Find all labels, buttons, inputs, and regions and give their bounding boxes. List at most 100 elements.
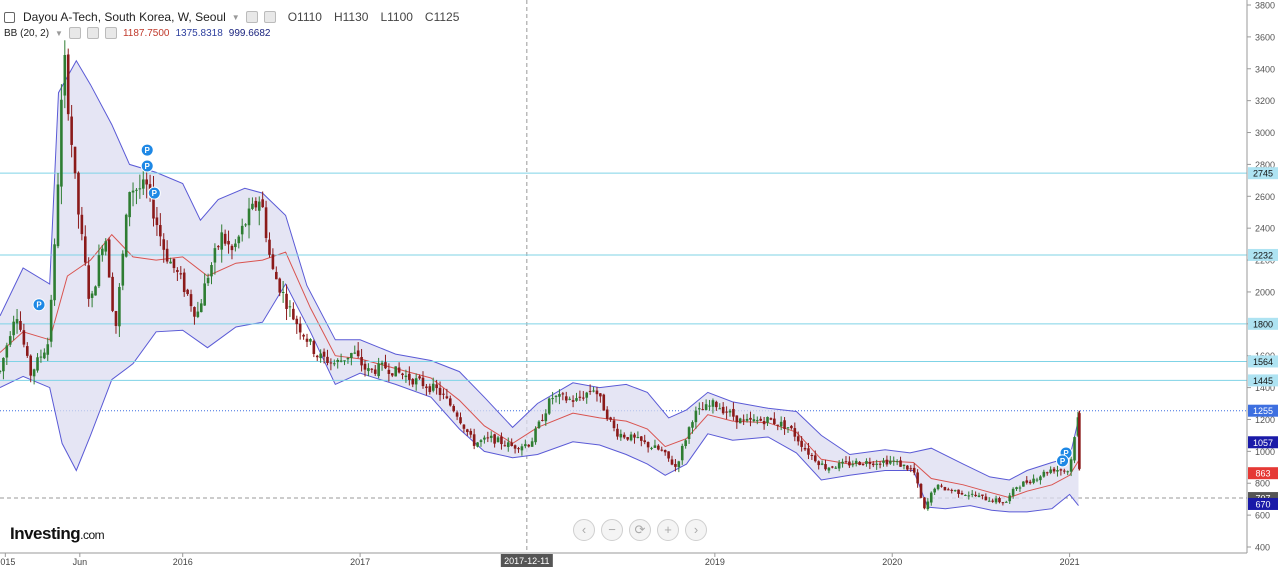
time-tick-label: 2021 [1060,557,1080,567]
dividend-marker-label: P [1060,457,1066,466]
chevron-down-icon[interactable]: ▼ [231,12,240,22]
time-tick-label: 2020 [882,557,902,567]
candle-body [49,299,53,342]
candle-body [131,190,135,193]
settings-icon[interactable] [245,11,258,23]
price-tag [1248,404,1278,417]
close-icon[interactable] [104,27,117,39]
candle-body [923,497,926,509]
candle-body [790,425,793,429]
candle-body [56,184,60,247]
candle-body [633,434,636,438]
candle-body [350,352,353,359]
bb-upper-value: 1375.8318 [175,27,223,39]
candle-body [469,430,473,435]
candle-body [854,460,858,464]
scroll-right-button[interactable]: › [685,519,707,541]
candle-body [755,420,759,422]
logo-main: Investing [10,524,81,543]
visibility-icon[interactable] [263,11,276,23]
level-tag [1248,374,1278,387]
candle-body [264,207,268,239]
candle-body [206,277,210,284]
candle-body [1056,470,1059,472]
candle-body [684,440,687,447]
candle-body [472,434,476,446]
scroll-left-button[interactable]: ‹ [573,519,595,541]
open-value: O1110 [287,10,322,24]
candle-body [46,344,50,355]
candle-body [902,464,906,467]
candle-body [1059,469,1063,471]
candle-body [619,433,623,438]
candle-body [964,494,967,496]
collapse-icon[interactable] [4,11,15,23]
candle-body [165,248,169,262]
candle-body [650,447,653,449]
candle-body [159,225,162,237]
candle-body [1078,413,1081,469]
candle-body [585,392,589,398]
candle-body [844,461,848,463]
candle-body [189,294,193,307]
candle-body [537,421,541,429]
candle-body [612,420,616,429]
candle-body [295,318,299,325]
candle-body [0,370,2,372]
candle-body [281,291,285,293]
candle-body [513,445,517,449]
candle-body [268,239,271,255]
candle-body [1025,480,1029,483]
candle-body [363,363,367,370]
reset-zoom-button[interactable]: ⟳ [629,519,651,541]
candle-body [776,424,780,426]
candle-body [926,501,930,510]
candle-body [779,421,783,427]
candle-body [172,258,176,269]
candle-body [530,441,534,447]
candle-body [421,377,425,387]
visibility-icon[interactable] [86,27,99,39]
dividend-marker-label: P [152,189,158,198]
candle-body [1042,471,1046,477]
candle-body [742,419,745,421]
dividend-marker-label: P [145,162,151,171]
candle-body [322,351,326,357]
candle-body [15,319,19,324]
candle-body [29,355,33,376]
candle-body [240,225,244,235]
candle-body [708,405,711,407]
candle-body [360,357,363,366]
candle-body [622,434,626,438]
candle-body [1035,479,1039,481]
candle-body [977,495,981,497]
candle-body [725,411,728,413]
candle-body [551,398,554,400]
candle-body [336,359,340,363]
candle-body [425,386,428,389]
candle-body [312,340,316,354]
candle-body [510,442,513,446]
price-tag [1248,436,1278,449]
zoom-out-button[interactable]: − [601,519,623,541]
candle-body [19,320,22,330]
candle-body [558,394,561,397]
candle-body [950,489,954,491]
candle-body [527,444,531,447]
zoom-in-button[interactable]: + [657,519,679,541]
candle-body [582,397,585,399]
price-tick-label: 3600 [1255,32,1275,42]
chevron-down-icon[interactable]: ▼ [55,28,63,38]
settings-icon[interactable] [68,27,81,39]
candle-body [43,352,46,359]
candle-body [861,463,865,465]
candle-body [916,472,919,484]
candle-body [1049,469,1052,473]
candle-body [36,357,39,371]
candle-body [718,408,722,410]
price-tick-label: 1400 [1255,383,1275,393]
close-value: C1125 [424,10,460,24]
candle-body [766,416,769,423]
dividend-marker-circle [1056,454,1070,468]
